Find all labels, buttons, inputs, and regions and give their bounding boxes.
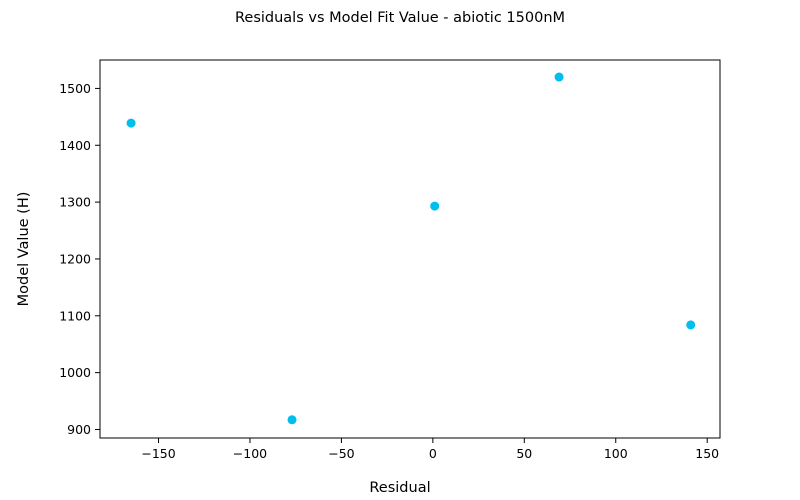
plot-frame <box>99 59 721 439</box>
data-point <box>554 72 564 82</box>
x-tick-label: 50 <box>516 446 532 461</box>
data-point <box>686 320 696 330</box>
y-tick-label: 1100 <box>59 308 91 323</box>
data-point <box>430 201 440 211</box>
chart-title: Residuals vs Model Fit Value - abiotic 1… <box>235 10 565 26</box>
data-points <box>126 72 696 425</box>
x-tick-label: 0 <box>429 446 437 461</box>
x-tick-label: −150 <box>141 446 175 461</box>
y-axis: 900 1000 1100 1200 1300 1400 1500 <box>59 81 100 437</box>
x-tick-label: −50 <box>328 446 354 461</box>
y-tick-label: 1400 <box>59 138 91 153</box>
y-tick-label: 1000 <box>59 365 91 380</box>
y-axis-label: Model Value (H) <box>16 192 32 307</box>
data-point <box>126 118 136 128</box>
y-tick-label: 1300 <box>59 195 91 210</box>
x-tick-label: 150 <box>695 446 719 461</box>
y-tick-label: 900 <box>67 422 91 437</box>
x-tick-label: −100 <box>233 446 267 461</box>
y-tick-label: 1500 <box>59 81 91 96</box>
x-axis-label: Residual <box>369 480 430 496</box>
data-point <box>287 415 297 425</box>
x-axis: −150 −100 −50 0 50 100 150 <box>141 438 719 461</box>
x-tick-label: 100 <box>604 446 628 461</box>
y-tick-label: 1200 <box>59 251 91 266</box>
